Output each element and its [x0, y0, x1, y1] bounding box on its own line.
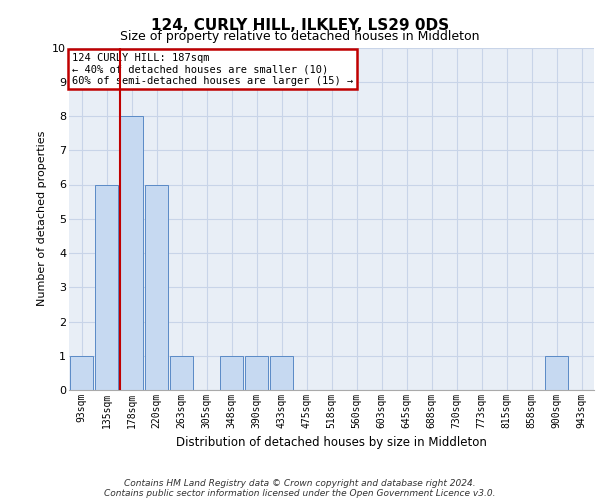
Text: 124 CURLY HILL: 187sqm
← 40% of detached houses are smaller (10)
60% of semi-det: 124 CURLY HILL: 187sqm ← 40% of detached…: [72, 52, 353, 86]
Text: Contains public sector information licensed under the Open Government Licence v3: Contains public sector information licen…: [104, 488, 496, 498]
Y-axis label: Number of detached properties: Number of detached properties: [37, 131, 47, 306]
X-axis label: Distribution of detached houses by size in Middleton: Distribution of detached houses by size …: [176, 436, 487, 450]
Text: Size of property relative to detached houses in Middleton: Size of property relative to detached ho…: [120, 30, 480, 43]
Bar: [220, 356, 243, 390]
Bar: [170, 356, 193, 390]
Bar: [270, 356, 293, 390]
Bar: [70, 356, 93, 390]
Text: Contains HM Land Registry data © Crown copyright and database right 2024.: Contains HM Land Registry data © Crown c…: [124, 478, 476, 488]
Bar: [95, 184, 118, 390]
Bar: [120, 116, 143, 390]
Bar: [245, 356, 268, 390]
Bar: [145, 184, 168, 390]
Bar: [545, 356, 568, 390]
Text: 124, CURLY HILL, ILKLEY, LS29 0DS: 124, CURLY HILL, ILKLEY, LS29 0DS: [151, 18, 449, 32]
